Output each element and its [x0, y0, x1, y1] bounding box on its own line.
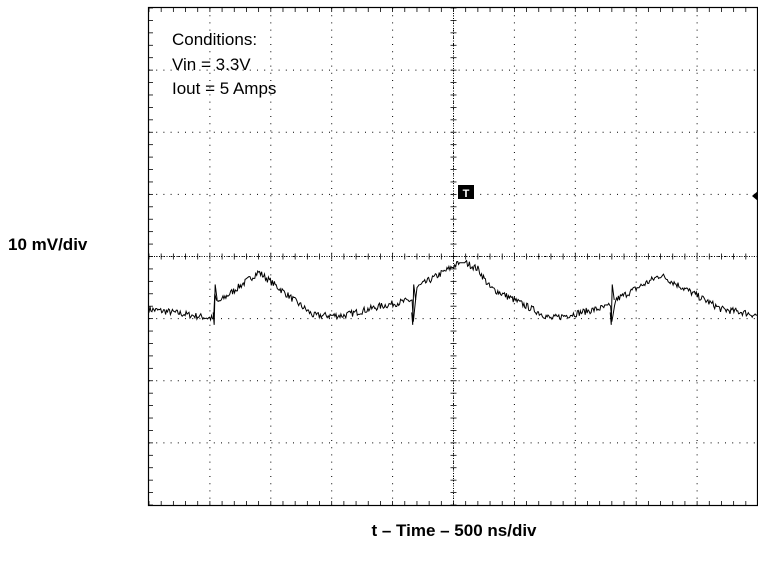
switching-spike	[609, 284, 615, 325]
trigger-marker: T	[458, 185, 474, 200]
switching-spike	[411, 284, 417, 325]
y-axis-label: 10 mV/div	[8, 235, 88, 254]
ripple-waveform-trace	[148, 259, 758, 322]
conditions-title: Conditions:	[172, 30, 258, 49]
graticule-grid	[148, 7, 758, 506]
conditions-vin: Vin = 3.3V	[172, 55, 251, 74]
conditions-iout: Iout = 5 Amps	[172, 79, 277, 98]
trigger-marker-label: T	[463, 188, 470, 200]
x-axis-label: t – Time – 500 ns/div	[371, 521, 537, 540]
ground-level-arrow-icon	[752, 191, 758, 201]
switching-spike	[212, 284, 218, 325]
